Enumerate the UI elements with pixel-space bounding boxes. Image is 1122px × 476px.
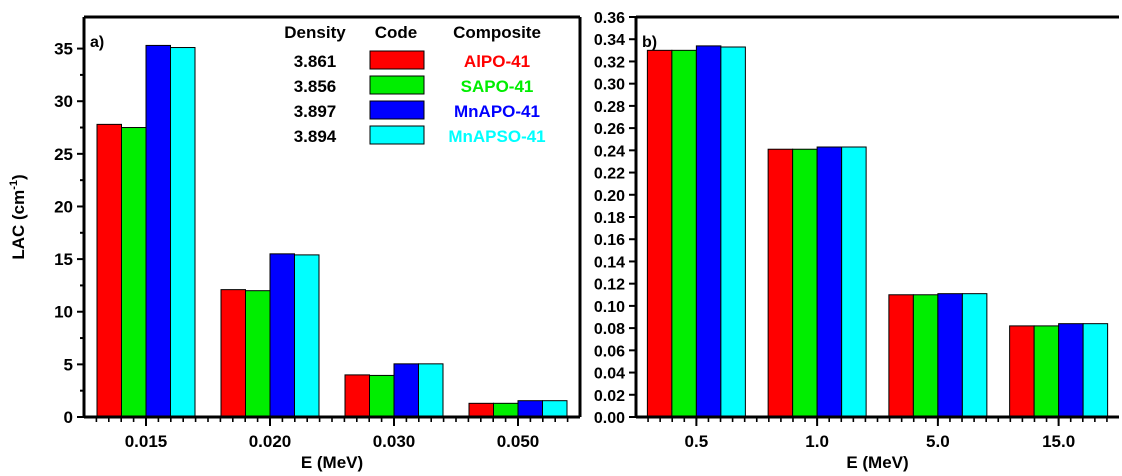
y-axis-label-sup: -1 xyxy=(8,180,20,190)
legend-density-value: 3.894 xyxy=(294,127,337,146)
y-tick-label: 0.08 xyxy=(594,321,625,338)
y-tick-label: 0.10 xyxy=(594,299,625,316)
bar-sapo-41-0.050 xyxy=(493,402,519,418)
y-tick-label: 0.16 xyxy=(594,232,625,249)
y-tick-label: 0.18 xyxy=(594,210,625,227)
x-tick-label: 0.015 xyxy=(125,432,168,451)
y-tick-label: 20 xyxy=(54,197,73,216)
y-tick-label: 15 xyxy=(54,250,73,269)
y-tick-label: 0.24 xyxy=(594,143,625,160)
y-axis-label-main: LAC (cm xyxy=(9,190,28,260)
bar-alpo-41-0.5 xyxy=(646,49,673,418)
bar-sapo-41-1.0 xyxy=(792,148,818,418)
x-tick-label: 0.020 xyxy=(249,432,292,451)
bar-mnapo-41-0.020 xyxy=(269,253,295,418)
y-tick-label: 0.06 xyxy=(594,343,625,360)
y-tick-label: 0.30 xyxy=(594,77,625,94)
bar-alpo-41-1.0 xyxy=(767,148,794,418)
y-tick-label: 0.34 xyxy=(594,32,625,49)
bar-mnapo-41-0.050 xyxy=(517,400,543,418)
y-tick-label: 0.28 xyxy=(594,99,625,116)
bar-mnapso-41-0.5 xyxy=(720,46,746,418)
bar-mnapso-41-1.0 xyxy=(841,146,867,418)
bar-mnapso-41-0.030 xyxy=(418,363,444,418)
y-tick-label: 5 xyxy=(64,355,73,374)
bar-sapo-41-0.015 xyxy=(121,127,147,418)
bar-alpo-41-5.0 xyxy=(888,294,914,418)
y-tick-label: 25 xyxy=(54,145,73,164)
legend-series-name: MnAPO-41 xyxy=(454,102,540,121)
legend-density-value: 3.897 xyxy=(294,102,337,121)
bar-mnapso-41-0.020 xyxy=(294,254,320,418)
bar-mnapso-41-5.0 xyxy=(961,293,988,418)
bar-mnapo-41-0.5 xyxy=(695,45,722,418)
y-tick-label: 0.02 xyxy=(594,388,625,405)
y-tick-label: 0.04 xyxy=(594,366,625,383)
y-tick-label: 0.00 xyxy=(594,410,625,427)
bar-alpo-41-0.020 xyxy=(220,289,246,418)
bar-mnapso-41-15.0 xyxy=(1082,323,1109,418)
bar-sapo-41-15.0 xyxy=(1033,325,1060,418)
bar-mnapo-41-5.0 xyxy=(937,293,963,418)
y-tick-label: 0.20 xyxy=(594,188,625,205)
bar-alpo-41-15.0 xyxy=(1009,325,1035,418)
y-tick-label: 10 xyxy=(54,303,73,322)
legend-series-name: SAPO-41 xyxy=(461,77,534,96)
bar-alpo-41-0.030 xyxy=(344,374,370,418)
legend: Density Code Composite 3.861 AlPO-41 3.856 SAP… xyxy=(284,23,545,146)
y-axis-label-close: ) xyxy=(9,174,28,180)
bar-mnapo-41-0.030 xyxy=(393,363,419,418)
bar-alpo-41-0.015 xyxy=(96,123,122,418)
legend-series-name: MnAPSO-41 xyxy=(448,127,545,146)
bar-sapo-41-0.5 xyxy=(671,49,697,418)
legend-density-value: 3.861 xyxy=(294,52,337,71)
panel-b-lac-high-energy: 0.00 0.02 0.04 0.06 0.08 0.10 0.12 0.14 0.16 0.18… xyxy=(594,10,1119,472)
legend-swatch-alpo-41 xyxy=(369,50,425,70)
bar-mnapso-41-0.050 xyxy=(542,400,568,418)
bar-alpo-41-0.050 xyxy=(468,402,494,418)
x-tick-label: 0.050 xyxy=(497,432,540,451)
bar-mnapo-41-1.0 xyxy=(816,146,843,418)
legend-swatch-sapo-41 xyxy=(369,75,425,95)
x-tick-label: 5.0 xyxy=(926,432,950,451)
y-tick-label: 0.36 xyxy=(594,10,625,27)
x-tick-label: 0.030 xyxy=(373,432,416,451)
legend-header-code: Code xyxy=(375,23,418,42)
bar-sapo-41-0.020 xyxy=(245,290,271,418)
x-axis-label: E (MeV) xyxy=(846,453,908,472)
y-tick-label: 0 xyxy=(64,408,73,427)
x-tick-label: 0.5 xyxy=(685,432,709,451)
x-tick-label: 1.0 xyxy=(805,432,829,451)
legend-density-value: 3.856 xyxy=(294,77,337,96)
y-axis-label: LAC (cm-1) xyxy=(8,174,28,259)
bar-sapo-41-0.030 xyxy=(369,374,395,418)
y-tick-label: 0.26 xyxy=(594,121,625,138)
bar-mnapso-41-0.015 xyxy=(170,47,196,418)
panel-label: b) xyxy=(642,34,657,51)
x-tick-label: 15.0 xyxy=(1042,432,1075,451)
y-tick-label: 0.14 xyxy=(594,254,625,271)
y-tick-label: 30 xyxy=(54,92,73,111)
legend-swatch-mnapo-41 xyxy=(369,100,425,120)
y-tick-label: 0.12 xyxy=(594,277,625,294)
x-axis-label: E (MeV) xyxy=(301,453,363,472)
legend-swatch-mnapso-41 xyxy=(369,125,425,145)
y-tick-label: 0.32 xyxy=(594,54,625,71)
legend-series-name: AlPO-41 xyxy=(464,52,530,71)
bar-mnapo-41-0.015 xyxy=(145,44,171,418)
bar-sapo-41-5.0 xyxy=(912,294,939,418)
y-tick-label: 0.22 xyxy=(594,166,625,183)
legend-header-density: Density xyxy=(284,23,346,42)
bar-mnapo-41-15.0 xyxy=(1058,323,1084,418)
panel-a-lac-low-energy: 0 5 10 15 20 25 30 35 0.015 0.020 0.030 0.050 E (MeV… xyxy=(8,15,582,472)
y-tick-label: 35 xyxy=(54,40,73,59)
legend-header-composite: Composite xyxy=(453,23,541,42)
panel-label: a) xyxy=(90,34,104,51)
